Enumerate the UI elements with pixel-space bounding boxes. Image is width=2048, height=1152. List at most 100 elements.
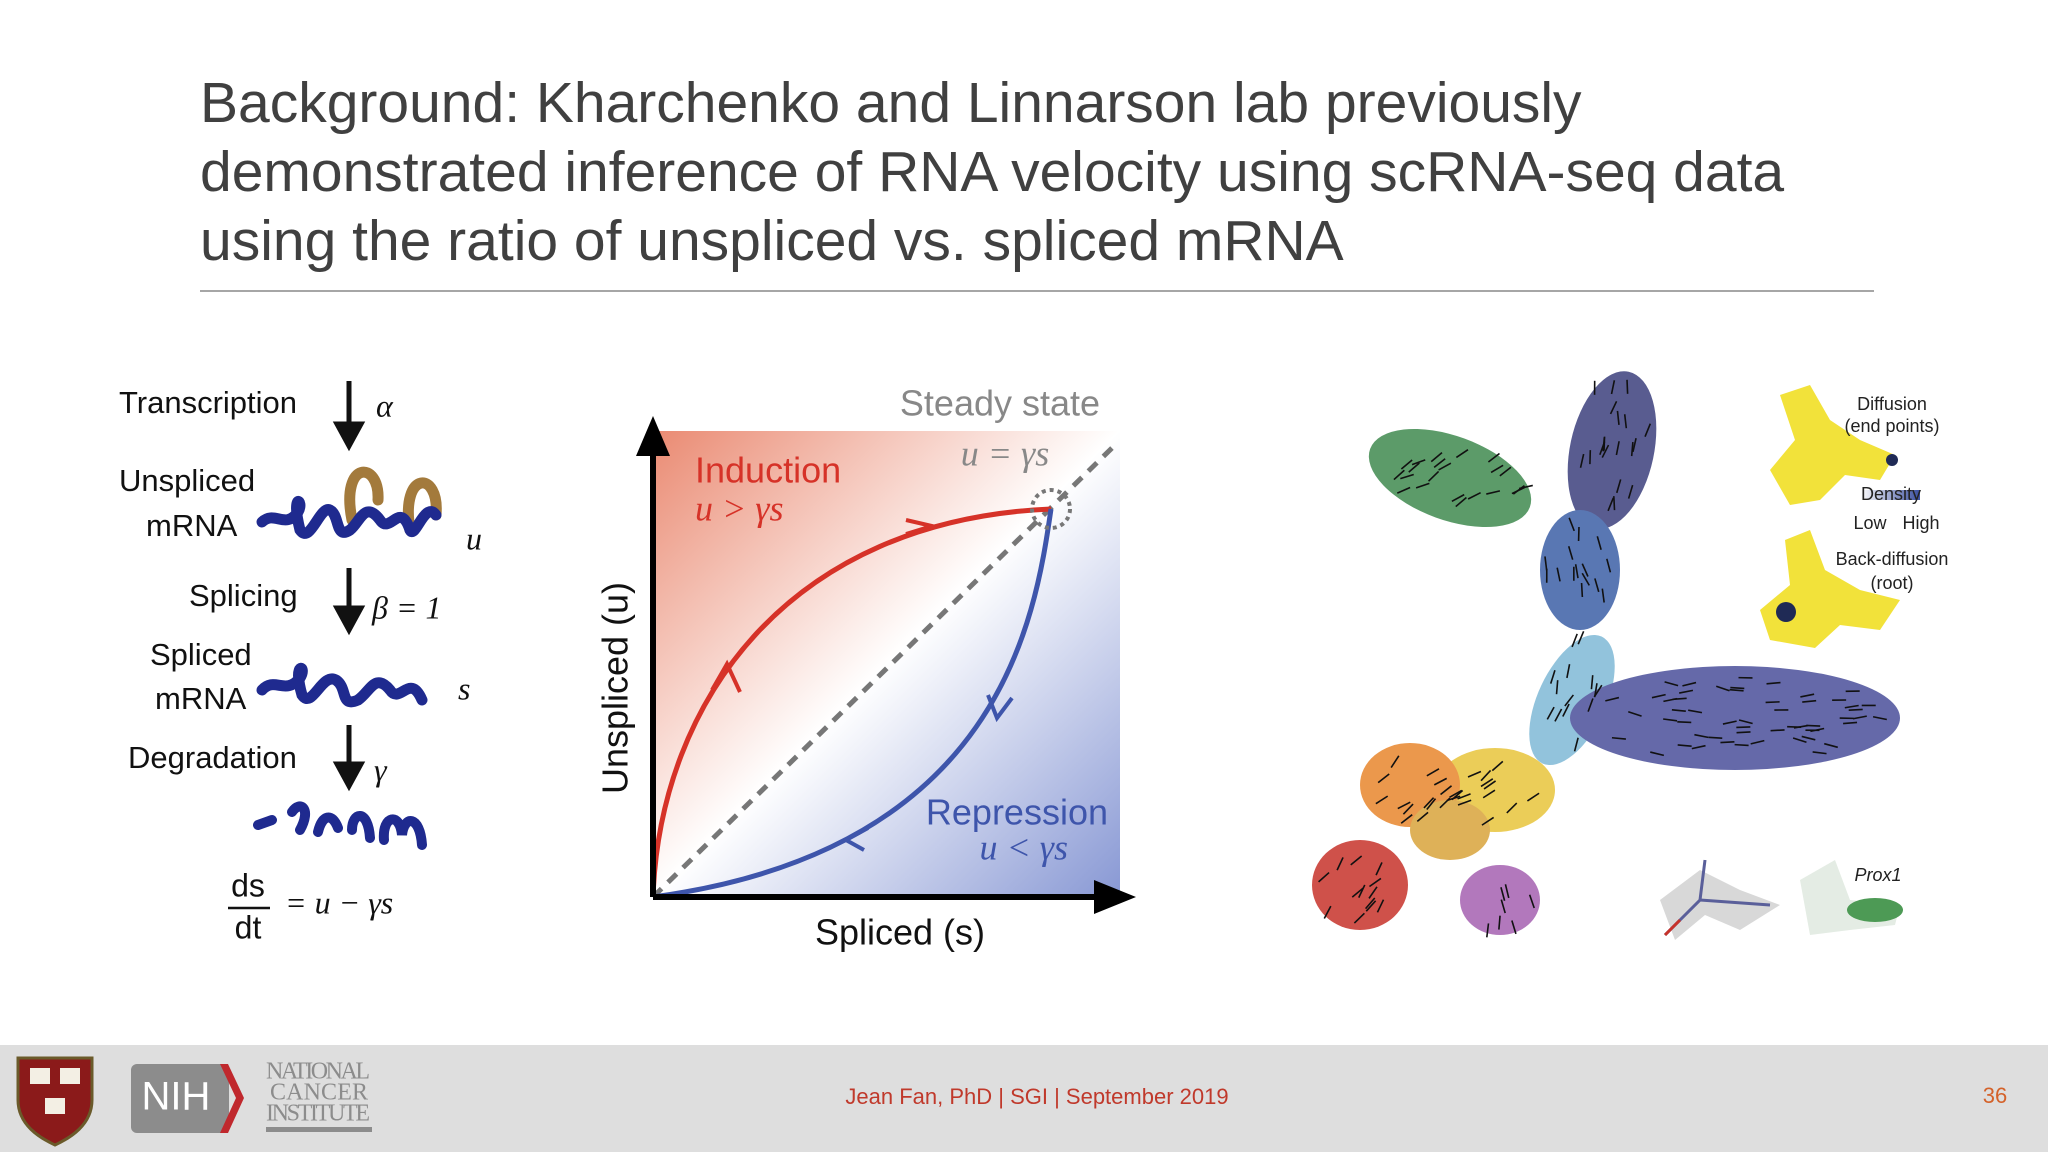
velocity-arrow — [1694, 733, 1709, 739]
nih-chevron — [220, 1064, 244, 1133]
label: Splicing — [189, 578, 298, 613]
decoration — [1312, 840, 1408, 930]
nci-logo: NATIONAL CANCER INSTITUTE — [266, 1059, 370, 1127]
velocity-arrow — [1664, 681, 1679, 687]
velocity-arrow — [1736, 726, 1751, 729]
label: u > γs — [695, 488, 784, 528]
velocity-arrow — [1581, 563, 1589, 577]
velocity-arrow — [1594, 578, 1600, 593]
nci-text: NATIONAL — [266, 1059, 370, 1085]
velocity-arrow — [1455, 449, 1469, 459]
velocity-arrow — [1449, 789, 1463, 799]
velocity-arrow — [1336, 857, 1344, 871]
velocity-arrow — [1554, 708, 1563, 722]
y-axis-label: Unspliced (u) — [595, 582, 636, 794]
label: Density — [1861, 484, 1921, 504]
velocity-arrow — [1677, 721, 1692, 724]
label: Prox1 — [1854, 865, 1901, 885]
velocity-arrow — [1564, 694, 1575, 707]
repression-arrows — [841, 694, 1014, 852]
label: α — [376, 387, 394, 423]
velocity-arrow — [1729, 688, 1744, 692]
velocity-arrow — [1615, 441, 1620, 456]
title-line: demonstrated inference of RNA velocity u… — [200, 140, 1784, 204]
decoration — [256, 495, 442, 539]
velocity-arrow — [1430, 452, 1443, 463]
label: Steady state — [900, 383, 1100, 424]
velocity-arrow — [1426, 798, 1437, 811]
velocity-arrow — [1611, 736, 1626, 740]
velocity-arrow — [1574, 564, 1579, 579]
velocity-arrow — [1601, 444, 1610, 458]
velocity-arrow — [1415, 482, 1430, 489]
phase-portrait: Steady state u = γs Induction u > γs Rep… — [595, 383, 1136, 953]
label: mRNA — [155, 681, 247, 716]
label: Repression — [926, 792, 1108, 833]
decoration — [45, 1098, 65, 1114]
label: Diffusion — [1857, 394, 1927, 414]
velocity-arrow — [1734, 743, 1749, 747]
velocity-arrow — [1400, 814, 1413, 824]
decoration — [1460, 865, 1540, 935]
velocity-arrow — [1722, 720, 1737, 725]
velocity-arrow — [1500, 887, 1506, 901]
velocity-arrow — [1688, 709, 1703, 714]
velocity-arrow — [1467, 770, 1482, 778]
velocity-arrow — [1486, 923, 1490, 938]
velocity-arrow — [1708, 736, 1723, 739]
label: s — [458, 670, 470, 706]
velocity-arrow — [1451, 789, 1464, 801]
velocity-arrow — [1623, 414, 1628, 429]
velocity-arrow — [1793, 724, 1808, 729]
velocity-arrow — [1609, 400, 1618, 415]
velocity-arrow — [1626, 379, 1629, 394]
velocity-arrow — [1628, 711, 1642, 717]
velocity-arrow — [1587, 698, 1594, 712]
velocity-arrow — [1368, 886, 1378, 899]
steady-state-line — [651, 446, 1114, 899]
velocity-arrow — [1408, 462, 1420, 473]
steady-state-marker — [1030, 488, 1072, 530]
velocity-arrow — [1416, 811, 1429, 822]
velocity-arrow — [1402, 803, 1414, 815]
label: ds — [231, 867, 265, 903]
nci-text: INSTITUTE — [266, 1101, 370, 1127]
velocity-arrow — [1353, 912, 1365, 924]
velocity-arrow — [1606, 558, 1612, 573]
label: Unspliced — [119, 463, 255, 498]
label: β = 1 — [371, 589, 442, 625]
decoration — [1660, 870, 1780, 940]
velocity-arrow — [1671, 708, 1686, 712]
velocity-arrows — [1318, 379, 1887, 938]
velocity-arrow — [1323, 905, 1332, 919]
velocity-arrow — [1573, 737, 1579, 752]
velocity-arrow — [1602, 437, 1606, 452]
velocity-arrow — [1736, 731, 1751, 734]
velocity-arrow — [1549, 670, 1556, 684]
velocity-arrow — [1375, 862, 1383, 876]
velocity-arrow — [1487, 452, 1500, 463]
kinetics-panel: Transcription α Unspliced mRNA u Splicin… — [119, 381, 482, 945]
velocity-embedding: Diffusion (end points) Density Low High … — [1312, 371, 1949, 940]
insets — [1660, 385, 1920, 940]
velocity-arrow — [1512, 484, 1525, 495]
velocity-arrow — [1800, 693, 1815, 698]
label: u = γs — [961, 433, 1050, 473]
velocity-arrow — [1566, 664, 1571, 679]
label: Back-diffusion — [1836, 549, 1949, 569]
label: Spliced — [150, 637, 252, 672]
velocity-arrow — [1318, 871, 1330, 883]
decoration — [1776, 602, 1796, 622]
velocity-arrow — [1390, 755, 1400, 768]
decoration — [1770, 385, 1895, 505]
velocity-arrow — [1483, 780, 1497, 790]
velocity-arrow — [1364, 897, 1376, 910]
velocity-arrow — [1365, 900, 1377, 912]
velocity-arrow — [1812, 751, 1827, 755]
title-line: Background: Kharchenko and Linnarson lab… — [200, 71, 1582, 135]
footer-text: Jean Fan, PhD | SGI | September 2019 — [845, 1084, 1228, 1109]
decoration — [1663, 918, 1682, 937]
velocity-arrow — [1651, 693, 1666, 699]
velocity-arrow — [1358, 884, 1366, 898]
velocity-arrow — [1396, 486, 1411, 494]
